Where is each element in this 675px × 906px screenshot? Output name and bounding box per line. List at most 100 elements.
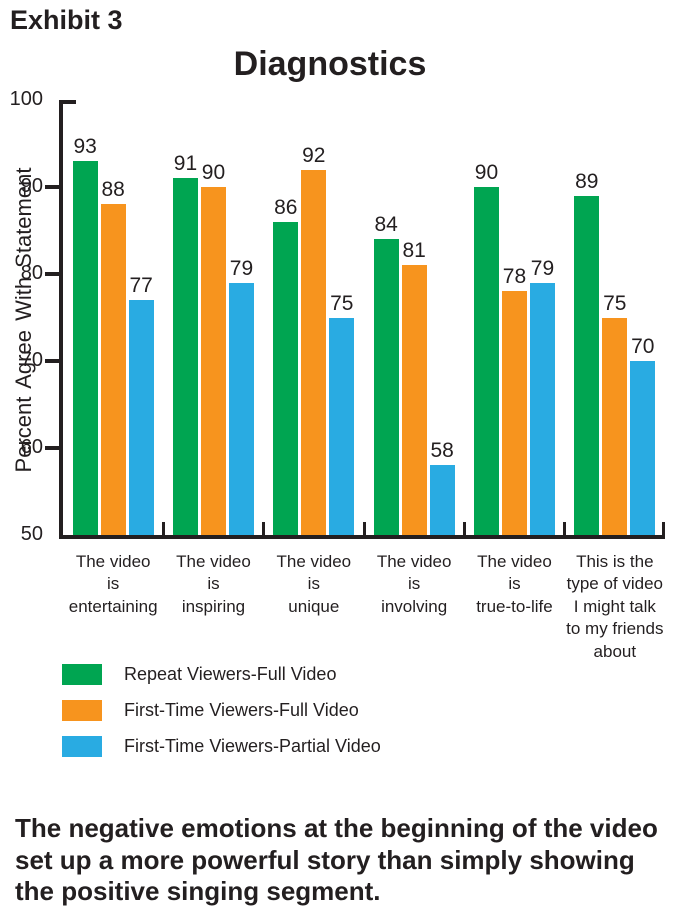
bar-value-label: 78 [502, 265, 527, 289]
bar-value-label: 86 [274, 195, 298, 219]
legend-label: Repeat Viewers-Full Video [124, 664, 337, 684]
category-label-line: entertaining [68, 596, 158, 616]
bar-value-label: 79 [229, 256, 254, 280]
x-group-tick [462, 522, 466, 535]
chart-title: Diagnostics [233, 45, 427, 83]
bar-value-label: 90 [474, 161, 499, 184]
category-label-line: is [408, 574, 421, 594]
x-group-tick [662, 522, 665, 535]
category-label-line: is [207, 574, 220, 594]
caption-line: The negative emotions at the beginning o… [15, 813, 658, 843]
y-axis-title: Percent Agree With Statement [11, 167, 36, 473]
y-tick-label: 100 [9, 88, 43, 110]
y-tick-label: 90 [20, 175, 43, 197]
legend-row: First-Time Viewers-Partial Video [62, 736, 381, 757]
category-label-line: involving [381, 596, 448, 616]
plot-area: 100 90 80 70 60 50 93 88 77 91 90 79 86 92 75 84 81 58 90 7… [10, 88, 665, 545]
y-tick [45, 185, 59, 189]
bar: 77 [128, 274, 154, 535]
bar: 75 [329, 292, 355, 535]
axis-top-cap [63, 100, 76, 104]
category-label-line: I might talk [573, 596, 656, 616]
legend-swatch [62, 700, 102, 721]
bar-value-label: 79 [530, 256, 555, 280]
bar: 84 [373, 213, 399, 535]
bar: 93 [72, 135, 98, 535]
legend-row: First-Time Viewers-Full Video [62, 700, 381, 721]
bar: 88 [100, 178, 126, 535]
bar: 91 [172, 152, 198, 535]
x-group-tick [161, 522, 165, 535]
bar: 78 [501, 265, 527, 535]
category-label-line: The video [477, 552, 552, 571]
bar-group: 90 78 79 [464, 100, 564, 535]
caption-line: the positive singing segment. [15, 876, 381, 906]
bar: 90 [200, 161, 226, 535]
category-label-line: The video [276, 552, 352, 571]
category-label-line: is [107, 574, 120, 594]
y-tick-label: 50 [20, 523, 43, 545]
bar-group: 91 90 79 [163, 100, 263, 535]
x-category-labels: The video is entertaining The video is inspir… [63, 551, 665, 663]
bar-value-label: 58 [430, 439, 454, 463]
category-label-line: The video [75, 552, 151, 571]
bar-value-label: 88 [101, 178, 125, 202]
bar-value-label: 90 [201, 161, 226, 184]
legend-swatch [62, 736, 102, 757]
bar-group: 89 75 70 [565, 100, 665, 535]
legend-label: First-Time Viewers-Full Video [124, 700, 359, 720]
category-label-line: to my friends [566, 619, 664, 639]
y-tick-label: 60 [20, 436, 43, 458]
bar: 58 [429, 439, 455, 535]
category-label-line: type of video [566, 574, 663, 594]
category-label-line: The video [376, 552, 452, 571]
bar-group: 86 92 75 [264, 100, 364, 535]
category-label-line: is [508, 574, 521, 594]
legend-row: Repeat Viewers-Full Video [62, 664, 381, 685]
bar-value-label: 75 [603, 291, 627, 315]
bar-value-label: 84 [374, 213, 398, 237]
exhibit-label: Exhibit 3 [10, 5, 123, 35]
legend-label: First-Time Viewers-Partial Video [124, 736, 381, 756]
bar-value-label: 91 [173, 152, 198, 176]
bar-value-label: 92 [302, 143, 326, 167]
bar: 70 [630, 335, 656, 535]
y-tick-label: 80 [20, 262, 43, 284]
bar: 92 [301, 144, 327, 535]
x-group-tick [563, 522, 567, 535]
legend-swatch [62, 664, 102, 685]
bar-value-label: 77 [129, 274, 153, 298]
bar: 79 [228, 257, 254, 535]
y-tick [45, 446, 59, 450]
category-label: The video is involving [364, 551, 464, 663]
bar-group: 93 88 77 [63, 100, 163, 535]
bar-value-label: 70 [631, 335, 655, 358]
caption: The negative emotions at the beginning o… [15, 813, 675, 906]
bar: 75 [602, 292, 628, 535]
category-label: The video is true-to-life [464, 551, 564, 663]
bar-value-label: 75 [330, 291, 354, 315]
category-label-line: about [593, 641, 637, 661]
bar: 79 [529, 257, 555, 535]
bar: 89 [574, 170, 600, 535]
y-tick-label: 70 [20, 349, 43, 371]
category-label: The video is entertaining [63, 551, 163, 663]
category-label: The video is unique [264, 551, 364, 663]
bar-value-label: 89 [575, 169, 599, 193]
x-group-tick [262, 522, 266, 535]
category-label-line: true-to-life [476, 596, 553, 616]
bar-value-label: 81 [402, 239, 426, 263]
bar: 86 [273, 196, 299, 535]
category-label: This is the type of video I might talk to m… [565, 551, 665, 663]
category-label: The video is inspiring [163, 551, 263, 663]
bar: 90 [473, 161, 499, 535]
bar-value-label: 93 [73, 134, 97, 158]
x-group-tick [362, 522, 366, 535]
category-label-line: This is the [576, 552, 654, 571]
bar: 81 [401, 239, 427, 535]
y-tick [45, 272, 59, 276]
category-label-line: inspiring [181, 596, 246, 616]
legend: Repeat Viewers-Full Video First-Time View… [62, 664, 381, 772]
category-label-line: unique [288, 596, 340, 616]
